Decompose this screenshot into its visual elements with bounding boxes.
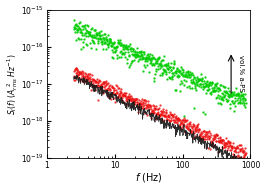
Text: vol.% a-PS: vol.% a-PS (238, 55, 244, 92)
X-axis label: $f$ (Hz): $f$ (Hz) (135, 171, 162, 184)
Y-axis label: $S_I(f)$ $(A_{rms}^{\ 2}$ $Hz^{-1})$: $S_I(f)$ $(A_{rms}^{\ 2}$ $Hz^{-1})$ (5, 53, 20, 115)
